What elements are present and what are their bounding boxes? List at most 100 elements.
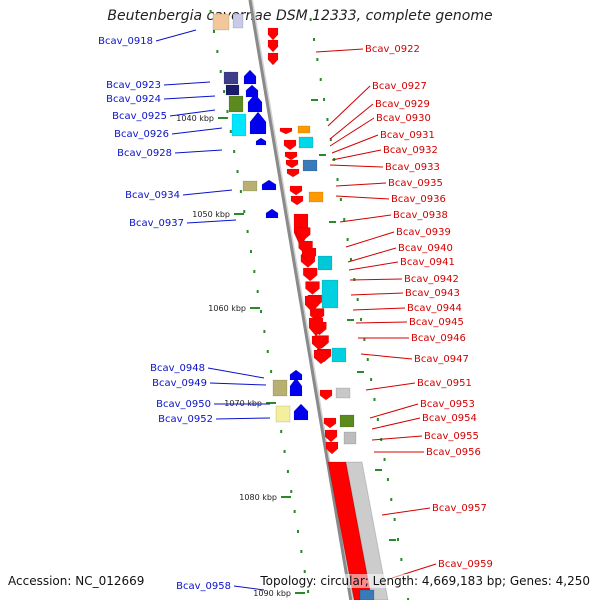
gene-arrow: [279, 127, 293, 135]
gene-label-bcav-0932[interactable]: Bcav_0932: [383, 145, 438, 156]
scale-dot-left: [283, 450, 286, 453]
gene-label-bcav-0940[interactable]: Bcav_0940: [398, 243, 453, 254]
gene-label-bcav-0951[interactable]: Bcav_0951: [417, 378, 472, 389]
gene-label-bcav-0929[interactable]: Bcav_0929: [375, 99, 430, 110]
scale-dot-left: [297, 530, 299, 533]
scale-dot-left: [286, 470, 289, 473]
gene-label-bcav-0924[interactable]: Bcav_0924: [106, 94, 161, 105]
scale-dot-left: [307, 590, 310, 593]
scale-label: 1040 kbp: [176, 114, 214, 123]
gene-label-bcav-0954[interactable]: Bcav_0954: [422, 413, 477, 424]
scale-dot-left: [209, 10, 212, 13]
scale-dot-right: [407, 598, 410, 600]
gene-box: [308, 191, 324, 203]
gene-label-bcav-0939[interactable]: Bcav_0939: [396, 227, 451, 238]
gene-label-bcav-0949[interactable]: Bcav_0949: [152, 378, 207, 389]
scale-dot-right: [349, 258, 352, 261]
leader-line: [360, 353, 413, 360]
scale-dot-right: [336, 178, 339, 181]
gene-label-bcav-0936[interactable]: Bcav_0936: [391, 194, 446, 205]
gene-arrow: [284, 151, 298, 161]
gene-arrow: [267, 27, 279, 41]
scale-dot-right: [346, 238, 349, 241]
gene-label-bcav-0946[interactable]: Bcav_0946: [411, 333, 466, 344]
leader-line: [350, 292, 404, 296]
gene-label-bcav-0927[interactable]: Bcav_0927: [372, 81, 427, 92]
gene-box: [302, 159, 318, 172]
gene-box: [339, 414, 355, 428]
leader-line: [355, 321, 408, 324]
gene-label-bcav-0938[interactable]: Bcav_0938: [393, 210, 448, 221]
backbone-line: [248, 0, 353, 600]
gene-box: [225, 84, 240, 96]
scale-dot-left: [236, 170, 239, 173]
gene-label-bcav-0952[interactable]: Bcav_0952: [158, 414, 213, 425]
scale-dots: [209, 10, 410, 600]
gene-arrow: [247, 93, 263, 113]
gene-label-bcav-0922[interactable]: Bcav_0922: [365, 44, 420, 55]
leader-line: [171, 127, 223, 135]
gene-label-bcav-0948[interactable]: Bcav_0948: [150, 363, 205, 374]
gene-arrow: [304, 295, 320, 313]
leader-line: [352, 307, 406, 311]
gene-label-bcav-0950[interactable]: Bcav_0950: [156, 399, 211, 410]
gene-arrow: [308, 317, 324, 337]
gene-label-bcav-0928[interactable]: Bcav_0928: [117, 148, 172, 159]
gene-label-bcav-0955[interactable]: Bcav_0955: [424, 431, 479, 442]
gene-arrow: [255, 137, 267, 146]
gene-label-bcav-0953[interactable]: Bcav_0953: [420, 399, 475, 410]
gene-arrow: [301, 247, 317, 263]
gene-arrow: [261, 179, 277, 191]
scale-dot-right: [373, 398, 376, 401]
scale-dot-right: [343, 218, 346, 221]
leader-line: [329, 117, 375, 147]
gene-label-bcav-0944[interactable]: Bcav_0944: [407, 303, 462, 314]
gene-label-bcav-0923[interactable]: Bcav_0923: [106, 80, 161, 91]
scale-dot-right: [397, 538, 399, 541]
gene-label-bcav-0918[interactable]: Bcav_0918: [98, 36, 153, 47]
scale-dot-right: [313, 38, 315, 41]
gene-label-bcav-0958[interactable]: Bcav_0958: [176, 581, 231, 592]
gene-label-bcav-0930[interactable]: Bcav_0930: [376, 113, 431, 124]
scale-dot-left: [300, 550, 303, 553]
gene-arrow: [285, 159, 299, 169]
gene-label-bcav-0933[interactable]: Bcav_0933: [385, 162, 440, 173]
scale-dot-right: [370, 378, 373, 381]
gene-box: [321, 279, 339, 309]
scale-dot-right: [400, 558, 403, 561]
leader-line: [155, 29, 197, 42]
gene-label-bcav-0942[interactable]: Bcav_0942: [404, 274, 459, 285]
gene-arrow: [283, 139, 297, 151]
gene-label-bcav-0937[interactable]: Bcav_0937: [129, 218, 184, 229]
gene-label-bcav-0956[interactable]: Bcav_0956: [426, 447, 481, 458]
gene-label-bcav-0931[interactable]: Bcav_0931: [380, 130, 435, 141]
scale-dot-left: [266, 350, 269, 353]
scale-dot-right: [360, 318, 363, 321]
scale-label: 1050 kbp: [192, 210, 230, 219]
gene-label-bcav-0945[interactable]: Bcav_0945: [409, 317, 464, 328]
gene-label-bcav-0941[interactable]: Bcav_0941: [400, 257, 455, 268]
scale-dot-left: [246, 230, 249, 233]
scale-label: 1060 kbp: [208, 304, 246, 313]
gene-label-bcav-0959[interactable]: Bcav_0959: [438, 559, 493, 570]
scale-dot-left: [216, 50, 219, 53]
gene-box: [223, 71, 239, 85]
leader-line: [329, 103, 374, 140]
scale-dot-right: [376, 418, 379, 421]
gene-label-bcav-0935[interactable]: Bcav_0935: [388, 178, 443, 189]
gene-label-bcav-0957[interactable]: Bcav_0957: [432, 503, 487, 514]
gene-label-bcav-0926[interactable]: Bcav_0926: [114, 129, 169, 140]
label-leaders: [155, 29, 437, 591]
gene-label-bcav-0925[interactable]: Bcav_0925: [112, 111, 167, 122]
leader-line: [345, 231, 395, 248]
scale-dot-left: [233, 150, 236, 153]
gene-arrow: [319, 389, 333, 401]
gene-arrow: [295, 227, 311, 241]
scale-dot-left: [290, 490, 293, 493]
gene-label-bcav-0934[interactable]: Bcav_0934: [125, 190, 180, 201]
gene-label-bcav-0943[interactable]: Bcav_0943: [405, 288, 460, 299]
gene-label-bcav-0947[interactable]: Bcav_0947: [414, 354, 469, 365]
scale-dot-right: [383, 458, 386, 461]
gene-arrow: [311, 335, 327, 351]
